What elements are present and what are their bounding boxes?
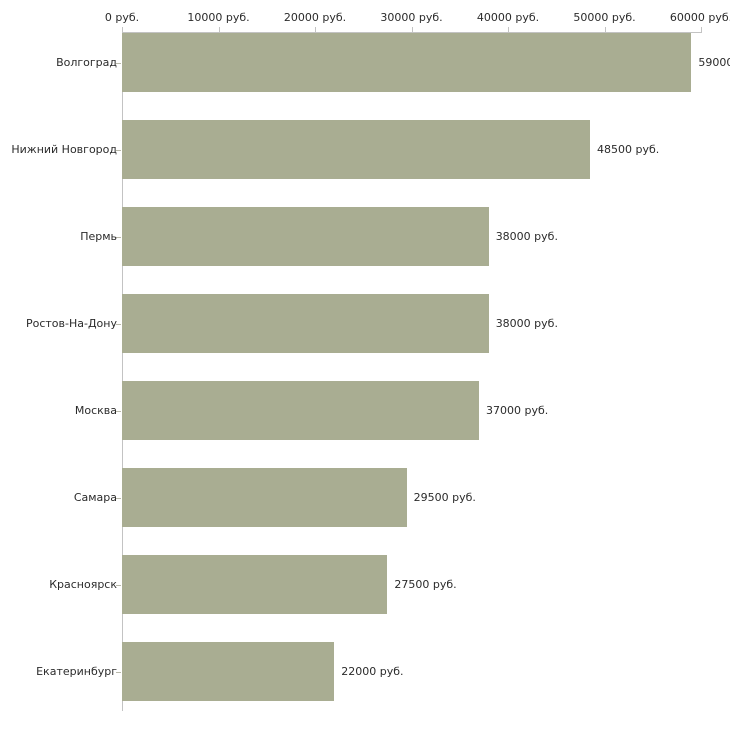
bar [122,468,407,527]
category-label: Красноярск [49,577,117,591]
value-label: 59000 [698,55,730,69]
bar [122,555,388,614]
value-label: 38000 руб. [495,316,558,330]
x-axis-tick-mark [218,27,220,33]
category-tick-mark [116,497,121,499]
category-label: Самара [73,490,117,504]
x-axis-tick-mark [604,27,606,33]
category-tick-mark [116,323,121,325]
category-tick-mark [116,62,121,64]
value-label: 37000 руб. [486,403,549,417]
x-axis-tick-label: 50000 руб. [573,11,636,24]
bar [122,33,692,92]
y-axis-line [122,32,123,711]
x-axis-tick-mark [701,27,702,33]
x-axis-tick-label: 60000 руб. [669,11,730,24]
value-label: 27500 руб. [394,577,457,591]
category-tick-mark [116,410,121,412]
bar [122,381,480,440]
category-label: Екатеринбург [36,664,117,678]
bar [122,642,335,701]
category-tick-mark [116,671,121,673]
category-label: Нижний Новгород [11,142,117,156]
x-axis-tick-mark [411,27,413,33]
bar [122,294,489,353]
x-axis-tick-mark [315,27,316,33]
x-axis-tick-mark [508,27,509,33]
category-label: Москва [74,403,117,417]
value-label: 29500 руб. [413,490,476,504]
x-axis-tick-label: 30000 руб. [380,11,443,24]
category-label: Волгоград [56,55,117,69]
bar [122,207,489,266]
x-axis-tick-label: 10000 руб. [187,11,250,24]
x-axis-tick-label: 40000 руб. [476,11,540,24]
category-label: Пермь [80,229,117,243]
category-tick-mark [116,584,121,586]
category-tick-mark [116,236,121,238]
category-label: Ростов-На-Дону [25,316,117,330]
value-label: 22000 руб. [341,664,404,678]
value-label: 38000 руб. [495,229,558,243]
x-axis-tick-label: 0 руб. [104,11,140,24]
value-label: 48500 руб. [597,142,660,156]
category-tick-mark [116,149,121,151]
x-axis-tick-label: 20000 руб. [283,11,347,24]
x-axis-tick-mark [122,27,123,33]
bar [122,120,591,179]
